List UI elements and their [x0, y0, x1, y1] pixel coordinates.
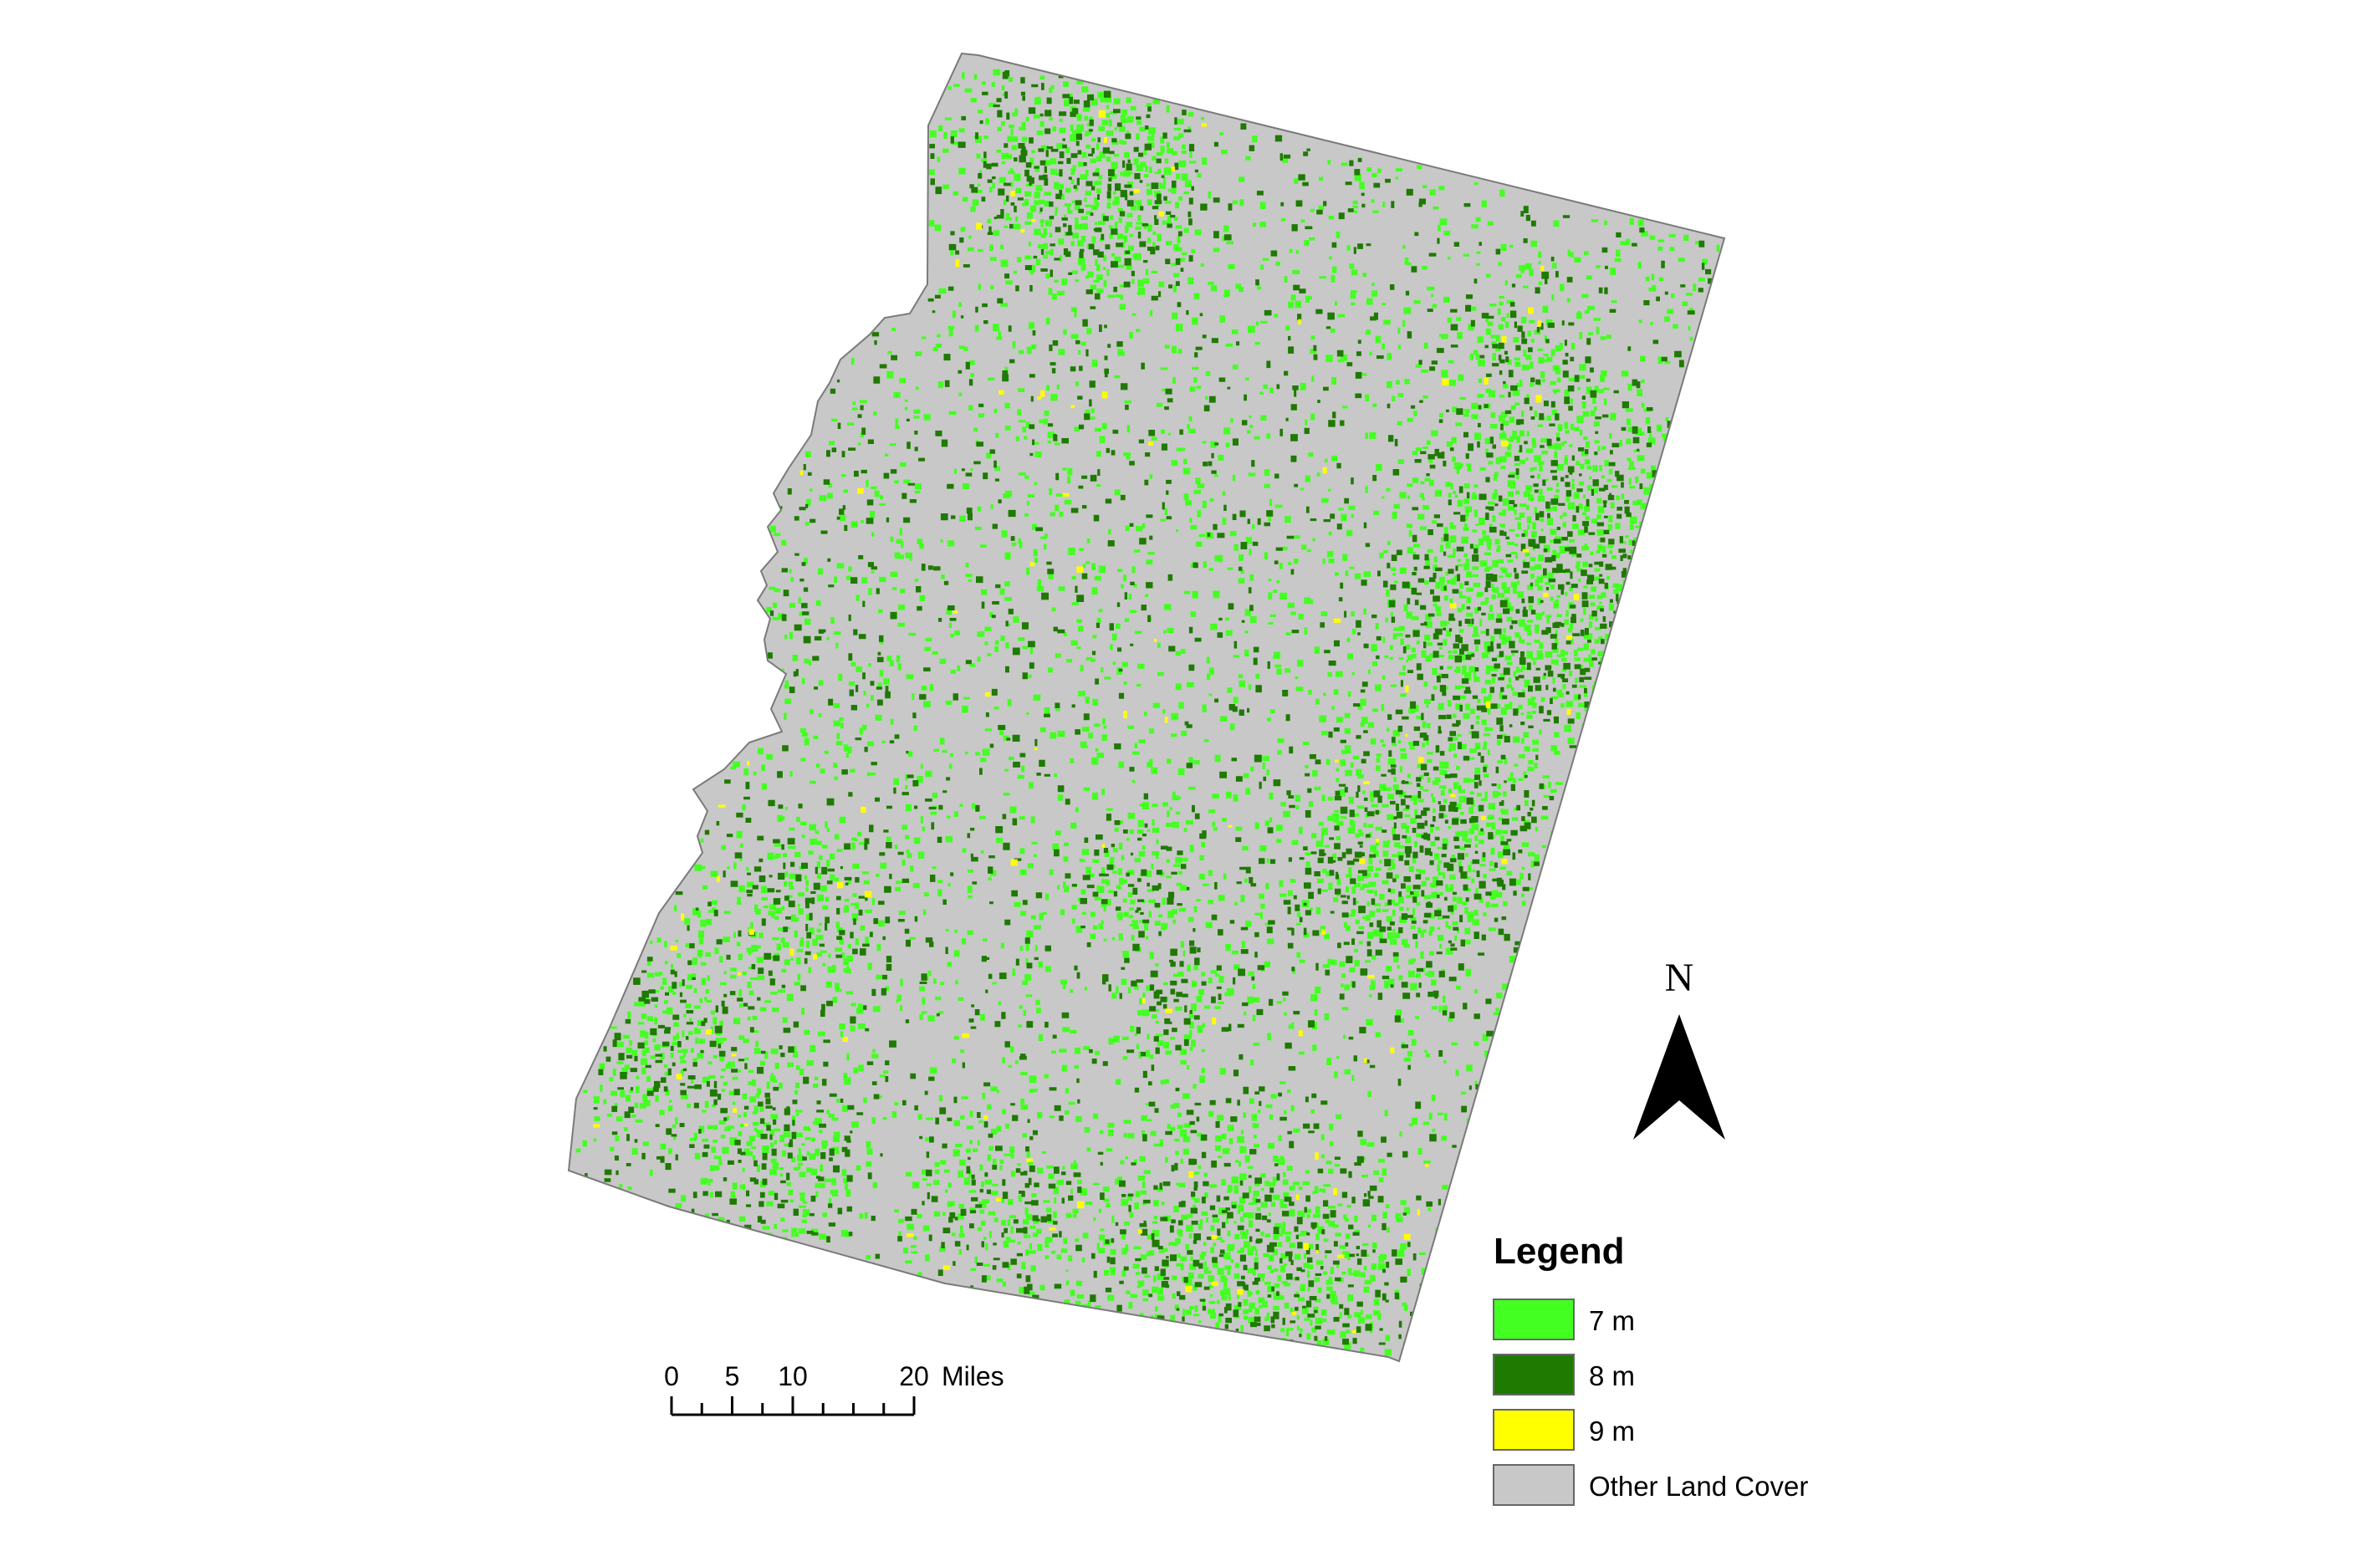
scale-bar: 0 5 10 20 Miles [664, 1361, 1004, 1416]
legend-swatch [1493, 1354, 1575, 1395]
scale-bar-tick-label: 10 [778, 1361, 808, 1391]
scale-bar-tick-label: 5 [725, 1361, 740, 1391]
legend-item: 8 m [1493, 1354, 1635, 1395]
scale-bar-unit: Miles [942, 1361, 1004, 1391]
legend-item: 9 m [1493, 1409, 1635, 1451]
scale-bar-tick-label: 20 [899, 1361, 929, 1391]
legend-items: 7 m 8 m 9 m Other Land Cover [1493, 1299, 1808, 1506]
legend-label: 7 m [1589, 1305, 1635, 1336]
scale-bar-tick-label: 0 [664, 1361, 679, 1391]
region-boundary [567, 52, 1726, 1363]
legend-swatch [1493, 1409, 1575, 1451]
legend: Legend 7 m 8 m 9 m Other Land Cover [1493, 1231, 1808, 1506]
legend-swatch [1493, 1299, 1575, 1340]
north-arrow: N [1633, 956, 1725, 1140]
scale-bar-ticks [670, 1396, 916, 1416]
north-arrow-label: N [1665, 956, 1694, 1000]
legend-label: Other Land Cover [1589, 1471, 1808, 1502]
scale-bar-labels: 0 5 10 20 [664, 1361, 929, 1391]
legend-item: Other Land Cover [1493, 1464, 1808, 1506]
legend-title: Legend [1494, 1231, 1624, 1272]
map-region [567, 52, 1726, 1363]
legend-label: 9 m [1589, 1416, 1635, 1447]
other-land-cover-area [569, 54, 1724, 1361]
legend-label: 8 m [1589, 1360, 1635, 1391]
legend-item: 7 m [1493, 1299, 1635, 1340]
legend-swatch [1493, 1464, 1575, 1506]
north-arrow-icon [1633, 1014, 1725, 1140]
